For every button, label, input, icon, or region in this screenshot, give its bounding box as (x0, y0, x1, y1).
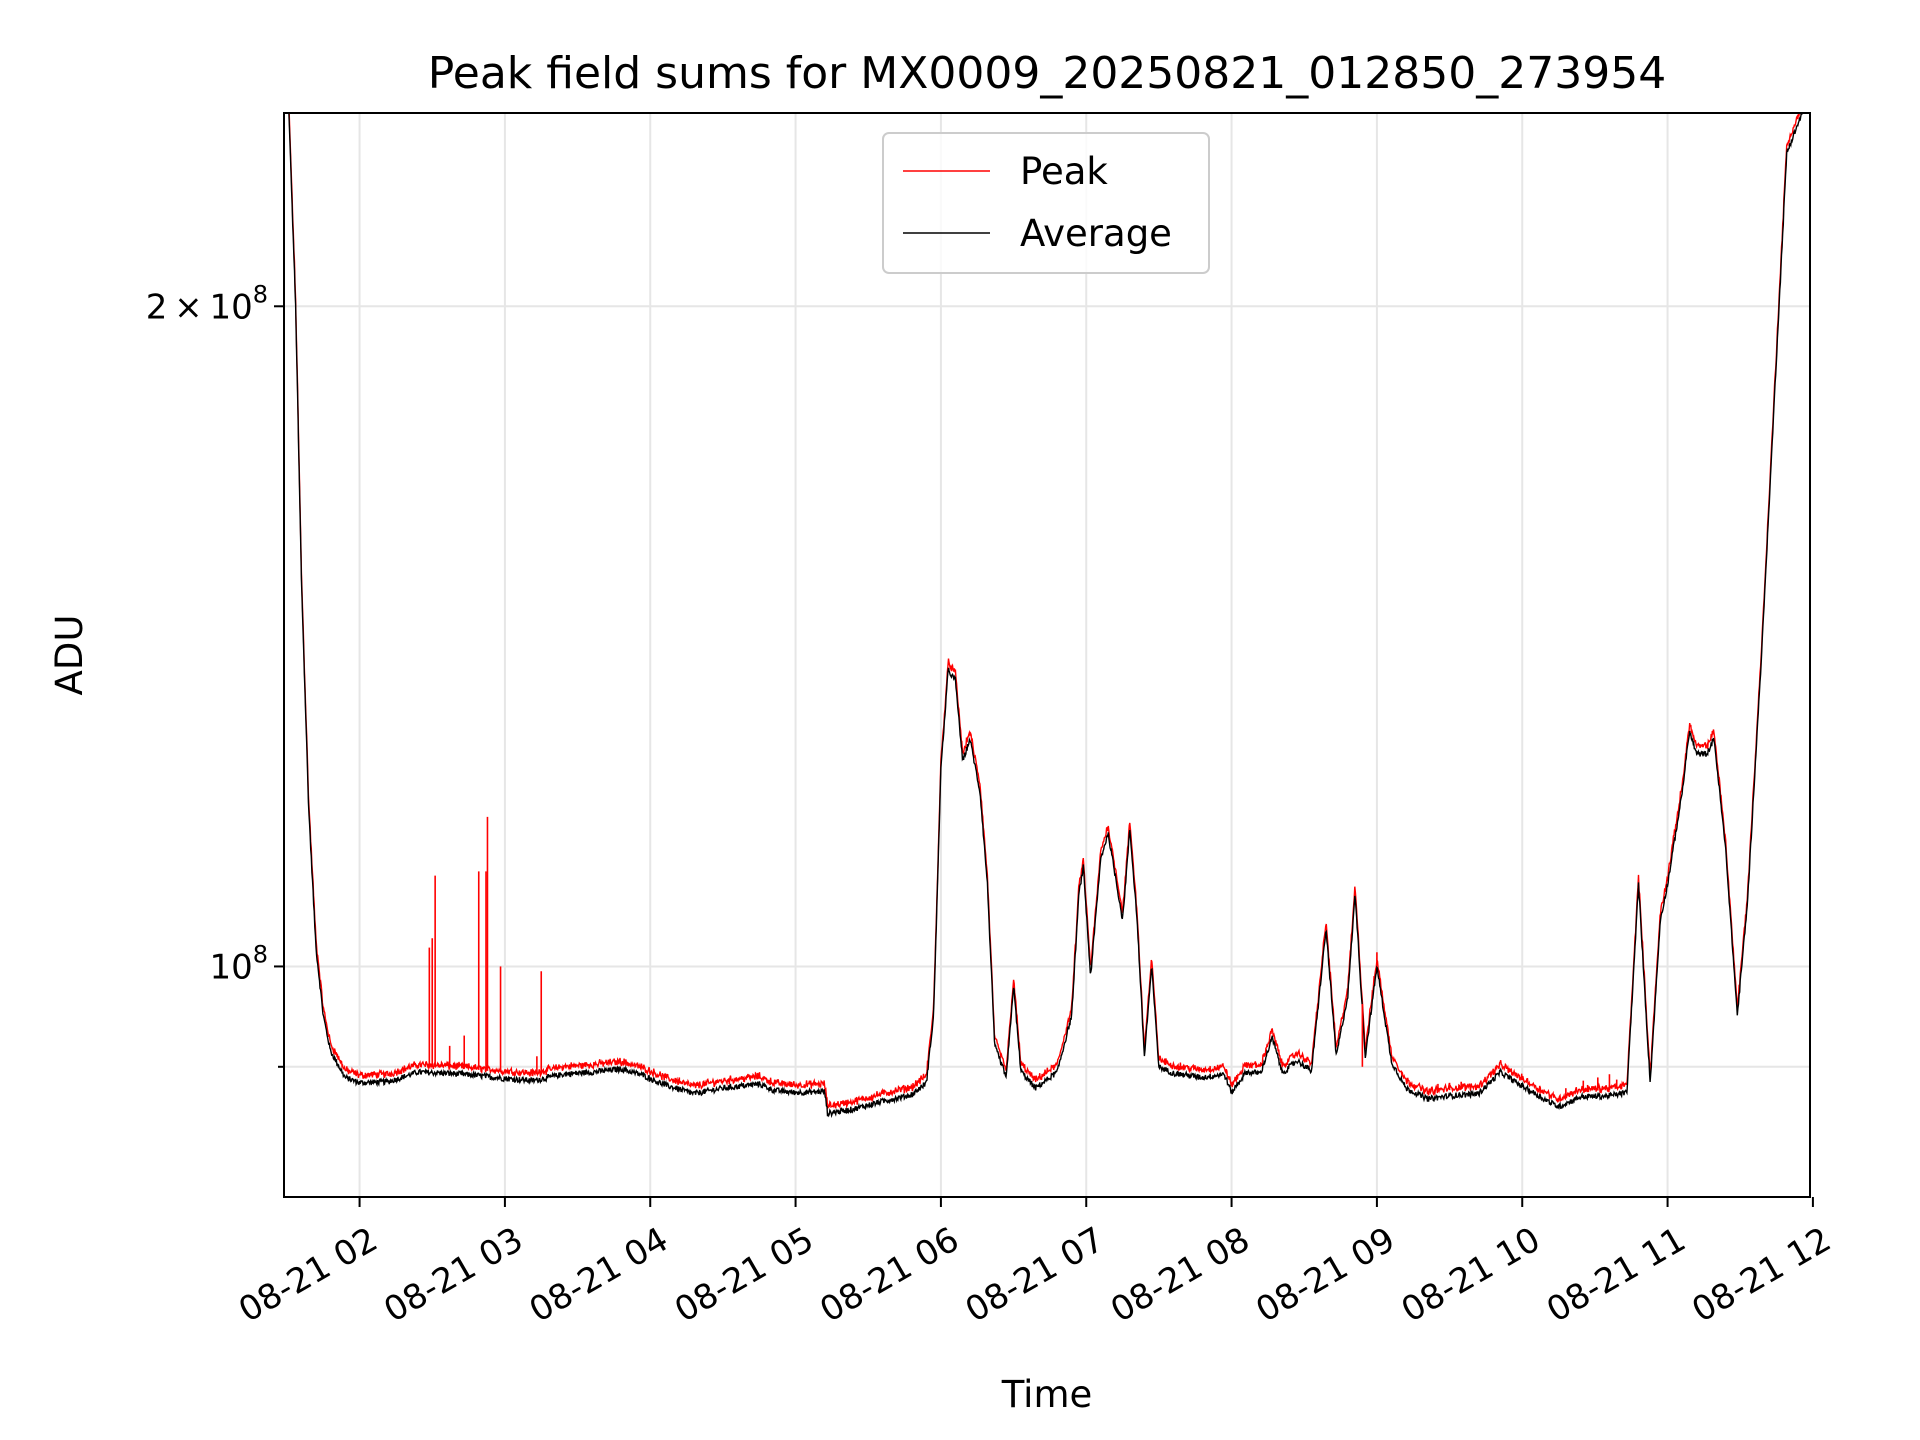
y-axis-label: ADU (48, 615, 91, 696)
chart-title: Peak field sums for MX0009_20250821_0128… (428, 48, 1666, 99)
plot-frame (283, 112, 1811, 1198)
legend-average-label: Average (1020, 212, 1172, 255)
peak-series-line (288, 113, 1801, 1110)
y-tick-label: 2 × 108 (146, 280, 268, 327)
x-axis-label: Time (1001, 1373, 1093, 1416)
legend-peak-label: Peak (1020, 150, 1108, 193)
grid-layer (284, 113, 1810, 1197)
legend-box (882, 132, 1210, 274)
y-tick-label: 108 (209, 940, 268, 987)
average-series-line (288, 113, 1803, 1119)
legend: Peak Average (882, 132, 1210, 274)
series-layer (288, 113, 1803, 1119)
